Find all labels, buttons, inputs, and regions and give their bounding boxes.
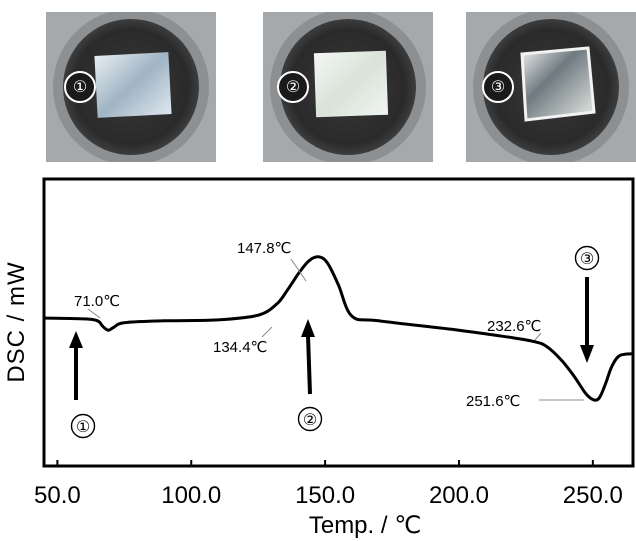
x-axis-tick-labels: 50.0 100.0 150.0 200.0 250.0: [34, 482, 623, 509]
sample-photo-3-label: ③: [490, 79, 506, 96]
annotation-71: 71.0℃: [74, 293, 120, 310]
annotation-147: 147.8℃: [237, 240, 291, 257]
sample-photo-2-label: ②: [285, 79, 301, 96]
leader-134: [261, 326, 273, 338]
marker-3: ③: [574, 245, 600, 271]
marker-1: ①: [70, 413, 96, 439]
y-axis-label: DSC / mW: [3, 261, 30, 382]
sample-photo-1-label: ①: [72, 79, 88, 96]
annotation-251: 251.6℃: [466, 393, 520, 410]
x-tick-label-2: 150.0: [295, 482, 355, 509]
sample-photo-2: ②: [263, 12, 433, 162]
leader-71: [87, 308, 101, 319]
x-axis-label: Temp. / ℃: [309, 512, 421, 539]
arrow-2: [301, 319, 315, 395]
marker-1-label: ①: [76, 419, 90, 436]
sample-photo-1: ①: [46, 12, 216, 162]
leader-232: [534, 332, 542, 341]
dsc-curve: [42, 255, 635, 402]
sample-photo-3: ③: [466, 12, 636, 162]
plot-frame: [42, 177, 635, 468]
x-tick-label-4: 250.0: [563, 482, 623, 509]
x-tick-label-3: 200.0: [429, 482, 489, 509]
marker-2: ②: [297, 406, 323, 432]
arrow-1: [69, 331, 83, 400]
x-axis-ticks: [56, 460, 594, 466]
marker-3-label: ③: [580, 251, 594, 268]
x-tick-label-1: 100.0: [161, 482, 221, 509]
arrow-3: [580, 277, 594, 363]
leader-147: [290, 258, 307, 282]
x-tick-label-0: 50.0: [34, 482, 81, 509]
annotation-134: 134.4℃: [213, 339, 267, 356]
annotation-232: 232.6℃: [487, 318, 541, 335]
marker-2-label: ②: [303, 412, 317, 429]
